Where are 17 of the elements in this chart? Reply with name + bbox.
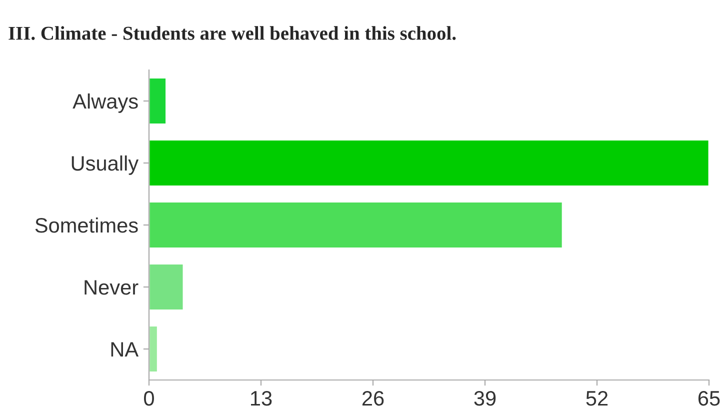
x-tick-label: 26 bbox=[362, 390, 384, 406]
y-tick-label: Never bbox=[84, 280, 138, 295]
x-tick-label: 65 bbox=[698, 390, 720, 406]
x-tick-label: 13 bbox=[251, 390, 272, 406]
y-tick-label: Always bbox=[72, 93, 138, 113]
bar bbox=[149, 201, 564, 249]
x-tick-label: 0 bbox=[144, 390, 154, 406]
bar bbox=[149, 263, 184, 311]
bar bbox=[149, 325, 158, 373]
bar bbox=[149, 77, 167, 125]
x-tick-label: 52 bbox=[586, 390, 608, 406]
y-tick-label: NA bbox=[111, 342, 139, 357]
y-tick-label: Sometimes bbox=[35, 217, 138, 233]
bar bbox=[149, 139, 709, 187]
x-tick-label: 39 bbox=[474, 390, 496, 406]
y-tick-label: Usually bbox=[72, 155, 139, 175]
chart-title: III. Climate - Students are well behaved in this school. bbox=[8, 26, 456, 40]
